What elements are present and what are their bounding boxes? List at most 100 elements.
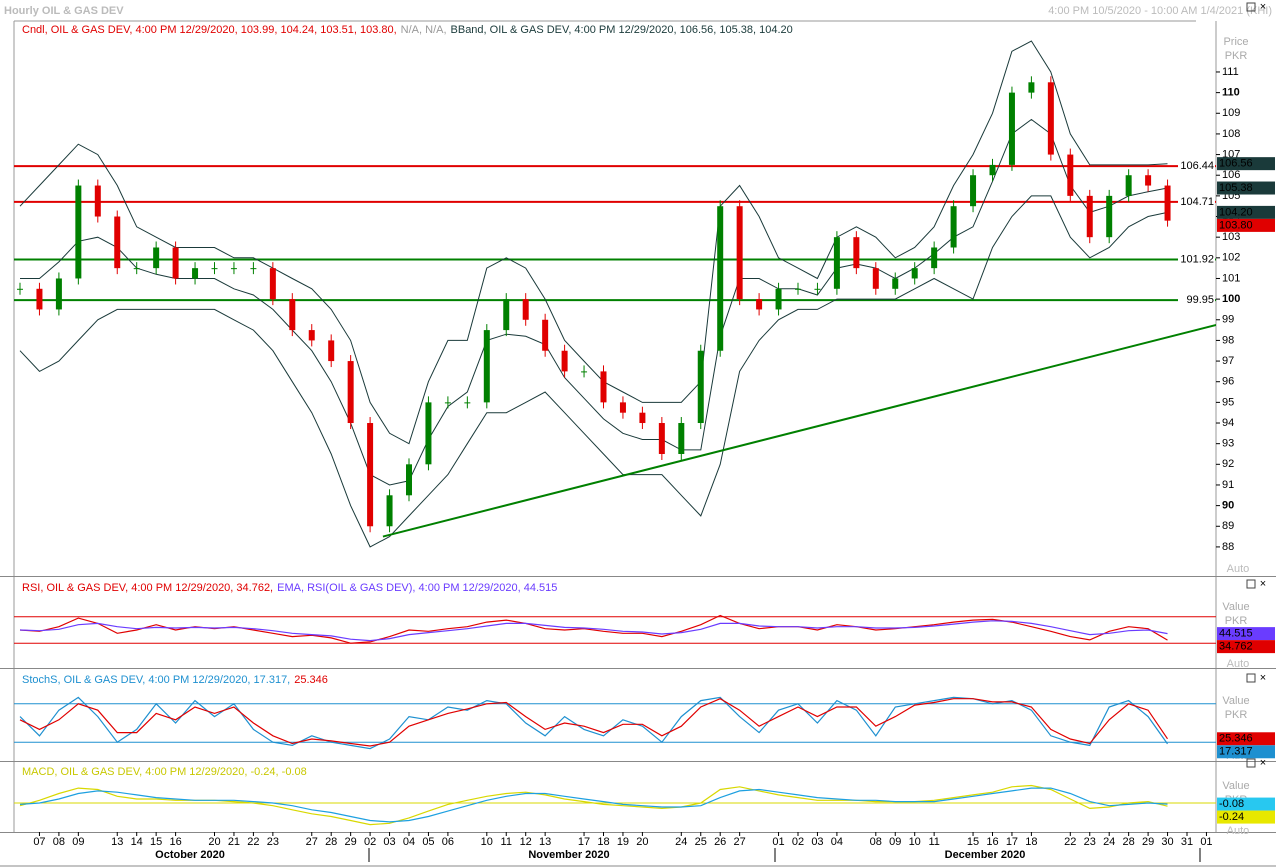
series-line <box>19 40 1168 445</box>
plot-area <box>14 784 1216 826</box>
auto-button[interactable]: Auto <box>1227 825 1250 837</box>
x-tick-label: 28 <box>1123 836 1135 848</box>
auto-button[interactable]: Auto <box>1227 563 1250 575</box>
x-tick-label: 26 <box>714 836 726 848</box>
x-tick-label: 02 <box>792 836 804 848</box>
maximize-button[interactable] <box>1246 758 1256 768</box>
candle <box>775 288 782 310</box>
candle <box>425 402 432 465</box>
candle <box>211 268 218 270</box>
month-label: October 2020 <box>155 849 225 861</box>
value-tag <box>1217 181 1275 195</box>
close-button[interactable]: × <box>1260 578 1266 590</box>
y-tick-label: 103 <box>1222 231 1240 243</box>
candle <box>1028 82 1035 93</box>
x-tick-label: 16 <box>169 836 181 848</box>
value-tag-label: -0.24 <box>1219 811 1244 823</box>
candle <box>522 299 529 320</box>
x-tick-label: 22 <box>1064 836 1076 848</box>
x-tick-label: 09 <box>72 836 84 848</box>
candle <box>658 423 665 454</box>
y-tick-label: 110 <box>1222 87 1240 99</box>
legend: MACD, OIL & GAS DEV, 4:00 PM 12/29/2020,… <box>22 766 307 778</box>
plot-area <box>14 40 1216 548</box>
x-tick-label: 30 <box>1161 836 1173 848</box>
legend-entry: Cndl, OIL & GAS DEV, 4:00 PM 12/29/2020,… <box>22 24 397 36</box>
level-label: 106.44 <box>1180 160 1214 172</box>
series-line <box>19 787 1168 823</box>
x-tick-label: 22 <box>247 836 259 848</box>
x-tick-label: 06 <box>442 836 454 848</box>
candle <box>1106 195 1113 238</box>
candle <box>1008 92 1015 165</box>
x-tick-label: 14 <box>131 836 143 848</box>
x-tick-label: 19 <box>617 836 629 848</box>
x-tick-label: 17 <box>1006 836 1018 848</box>
x-tick-label: 31 <box>1181 836 1193 848</box>
x-tick-label: 24 <box>675 836 687 848</box>
y-tick-label: 94 <box>1222 417 1234 429</box>
legend-entry: StochS, OIL & GAS DEV, 4:00 PM 12/29/202… <box>22 674 290 686</box>
legend-entry: RSI, OIL & GAS DEV, 4:00 PM 12/29/2020, … <box>22 582 273 594</box>
y-tick-label: 109 <box>1222 107 1240 119</box>
level-label-bg <box>1178 293 1215 307</box>
candle <box>853 237 860 269</box>
x-tick-label: 11 <box>928 836 939 848</box>
window-title: Hourly OIL & GAS DEV <box>4 5 124 17</box>
x-tick-label: 10 <box>481 836 493 848</box>
legend: RSI, OIL & GAS DEV, 4:00 PM 12/29/2020, … <box>22 582 557 594</box>
close-button[interactable]: × <box>1260 1 1266 13</box>
x-tick-label: 04 <box>831 836 843 848</box>
x-tick-label: 13 <box>539 836 551 848</box>
x-tick-label: 09 <box>889 836 901 848</box>
candle <box>347 361 354 424</box>
axis-title: PKR <box>1225 615 1248 627</box>
close-button[interactable]: × <box>1260 672 1266 684</box>
axis-title: PKR <box>1225 709 1248 721</box>
candle <box>561 350 568 372</box>
close-button[interactable]: × <box>1260 757 1266 769</box>
legend: Cndl, OIL & GAS DEV, 4:00 PM 12/29/2020,… <box>22 24 793 36</box>
candle <box>1086 195 1093 238</box>
series-line <box>20 118 1168 486</box>
x-tick-label: 23 <box>267 836 279 848</box>
x-tick-label: 17 <box>578 836 590 848</box>
x-tick-label: 20 <box>208 836 220 848</box>
plot-area <box>14 696 1216 750</box>
value-tag-label: 34.762 <box>1219 641 1253 653</box>
candle <box>717 206 724 351</box>
candle <box>678 423 685 454</box>
legend-entry: N/A, N/A, <box>401 24 447 36</box>
x-tick-label: 25 <box>695 836 707 848</box>
x-tick-label: 08 <box>870 836 882 848</box>
candle <box>250 268 257 270</box>
candle <box>503 299 510 331</box>
x-tick-label: 15 <box>967 836 979 848</box>
x-tick-label: 29 <box>345 836 357 848</box>
candle <box>1145 175 1152 186</box>
candle <box>367 423 374 527</box>
series-line <box>19 698 1168 747</box>
y-tick-label: 97 <box>1222 355 1234 367</box>
candle <box>1067 154 1074 196</box>
axis-title: Value <box>1222 695 1249 707</box>
y-tick-label: 101 <box>1222 272 1240 284</box>
value-tag-label: 17.317 <box>1219 746 1253 758</box>
x-tick-label: 18 <box>1025 836 1037 848</box>
x-tick-label: 10 <box>909 836 921 848</box>
y-tick-label: 93 <box>1222 438 1234 450</box>
maximize-button[interactable] <box>1246 2 1256 12</box>
month-label: November 2020 <box>528 849 609 861</box>
maximize-button[interactable] <box>1246 673 1256 683</box>
candle <box>639 412 646 424</box>
value-tag <box>1217 205 1275 219</box>
series-line <box>19 620 1168 642</box>
y-tick-label: 111 <box>1222 66 1239 78</box>
candle <box>230 268 237 270</box>
maximize-button[interactable] <box>1246 579 1256 589</box>
auto-button[interactable]: Auto <box>1227 658 1250 670</box>
candle <box>814 288 821 290</box>
x-tick-label: 03 <box>383 836 395 848</box>
x-tick-label: 01 <box>1200 836 1212 848</box>
x-tick-label: 24 <box>1103 836 1115 848</box>
